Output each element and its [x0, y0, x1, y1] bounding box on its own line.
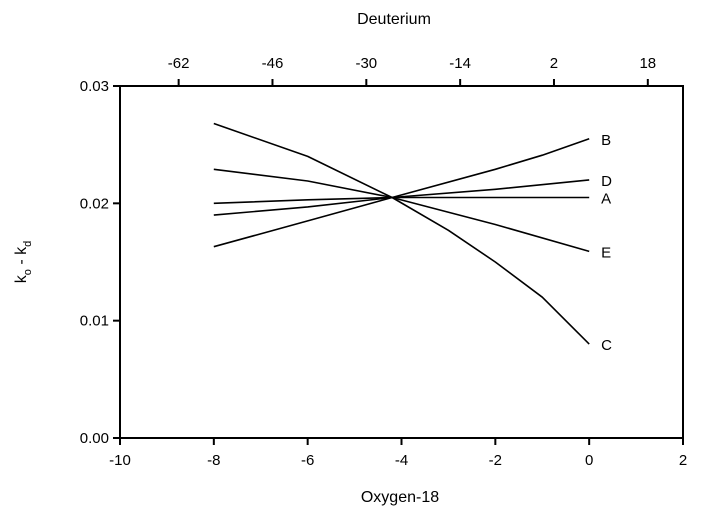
x-axis: -10 -8 -6 -4 -2 0 2: [109, 438, 687, 469]
x2-tick-label: -14: [449, 55, 471, 72]
x-tick-label: -10: [109, 452, 131, 469]
x-tick-label: 0: [585, 452, 593, 469]
y-title-k2: k: [13, 246, 30, 255]
series-label-a: A: [601, 190, 611, 207]
y-tick-label: 0.02: [80, 195, 109, 212]
series-line-b: [213, 138, 590, 248]
y-title-sep: -: [13, 255, 30, 269]
y-title-sub2: d: [22, 241, 34, 247]
x2-axis-title: Deuterium: [357, 11, 431, 28]
x2-tick-label: 18: [639, 55, 656, 72]
plot-frame: [119, 85, 684, 439]
y-axis-title: ko - kd: [13, 241, 34, 283]
series-line-c: [213, 122, 590, 345]
series-label-d: D: [601, 173, 612, 190]
x-tick-label: -6: [301, 452, 314, 469]
x-tick-label: -8: [207, 452, 220, 469]
x-tick-label: -4: [395, 452, 408, 469]
series-labels: B DA E C: [601, 132, 612, 354]
x2-tick-label: -30: [355, 55, 377, 72]
x2-axis: -62 -46 -30 -14 2 18: [168, 55, 656, 86]
series-lines: [213, 122, 590, 345]
x2-tick-label: -46: [262, 55, 284, 72]
y-tick-label: 0.01: [80, 313, 109, 330]
x-tick-label: 2: [679, 452, 687, 469]
y-title-k1: k: [13, 274, 30, 283]
y-axis: 0.00 0.01 0.02 0.03: [80, 78, 120, 447]
y-tick-label: 0.03: [80, 78, 109, 95]
series-label-e: E: [601, 244, 611, 261]
y-title-sub1: o: [22, 269, 34, 275]
series-label-c: C: [601, 337, 612, 354]
y-tick-label: 0.00: [80, 430, 109, 447]
series-label-b: B: [601, 132, 611, 149]
x-tick-label: -2: [489, 452, 502, 469]
svg-text:ko - kd: ko - kd: [13, 241, 34, 283]
x2-tick-label: -62: [168, 55, 190, 72]
x-axis-title: Oxygen-18: [361, 489, 439, 506]
x2-tick-label: 2: [550, 55, 558, 72]
